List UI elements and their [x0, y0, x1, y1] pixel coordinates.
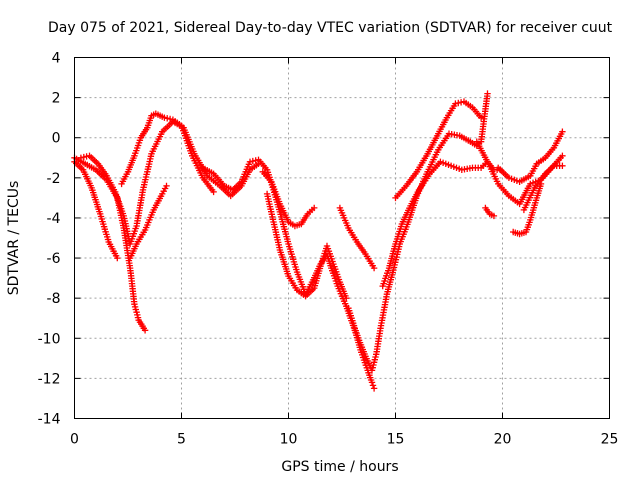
data-point	[141, 327, 149, 334]
series-arc-15	[482, 204, 498, 220]
data-point	[559, 152, 566, 159]
x-tick-label: 5	[177, 432, 186, 448]
data-point	[166, 115, 174, 123]
x-tick-label: 20	[494, 432, 512, 448]
series-arc-4	[118, 110, 217, 196]
series-arc-16	[510, 180, 545, 238]
y-tick-label: 2	[52, 91, 61, 107]
data-point	[163, 182, 170, 190]
data-point	[80, 153, 87, 161]
x-tick-label: 25	[601, 432, 619, 448]
series-arc-1	[71, 158, 121, 262]
series-line	[347, 93, 489, 373]
data-point	[164, 115, 171, 122]
x-axis-label: GPS time / hours	[281, 459, 398, 475]
series-arc-17	[520, 162, 566, 214]
series-arc-9	[345, 90, 491, 374]
data-point	[490, 212, 498, 220]
data-point	[484, 90, 491, 97]
y-tick-label: 4	[52, 51, 61, 67]
data-point	[455, 99, 462, 107]
y-tick-label: -14	[38, 412, 61, 428]
y-tick-label: 0	[52, 131, 61, 147]
data-point	[457, 99, 465, 106]
data-point	[370, 264, 378, 272]
x-tick-label: 15	[387, 432, 405, 448]
data-point	[252, 157, 259, 164]
data-point	[477, 114, 485, 121]
y-axis-label: SDTVAR / TECUs	[6, 181, 22, 296]
ticks: 0 5 10 15 20 25 -14 -12 -10 -8 -6 -4 -2 0 2 4	[38, 51, 619, 448]
series-arc-12	[336, 204, 378, 272]
x-tick-label: 0	[70, 432, 79, 448]
series-arc-14	[495, 128, 566, 185]
y-tick-label: -10	[38, 331, 61, 347]
data-point	[559, 162, 566, 169]
series-arc-8	[263, 190, 350, 302]
y-tick-label: -2	[47, 171, 61, 187]
x-tick-label: 10	[280, 432, 298, 448]
series-arc-11	[392, 98, 485, 202]
y-tick-label: -12	[38, 371, 61, 387]
series-arc-5	[126, 182, 170, 262]
grid	[74, 57, 610, 419]
chart-title: Day 075 of 2021, Sidereal Day-to-day VTE…	[48, 20, 613, 36]
series-layer	[71, 90, 566, 392]
data-point	[311, 204, 318, 212]
data-point	[77, 154, 85, 161]
data-point	[559, 128, 566, 135]
data-point	[369, 382, 377, 389]
plot-frame	[74, 57, 610, 419]
y-tick-label: -6	[47, 251, 61, 267]
data-point	[368, 379, 376, 386]
data-point	[343, 295, 350, 302]
data-point	[370, 385, 378, 392]
data-point	[114, 254, 121, 262]
series-arc-7	[259, 168, 318, 230]
data-point	[210, 188, 217, 196]
y-tick-label: -8	[47, 291, 61, 307]
y-tick-label: -4	[47, 211, 61, 227]
data-point	[246, 158, 254, 165]
